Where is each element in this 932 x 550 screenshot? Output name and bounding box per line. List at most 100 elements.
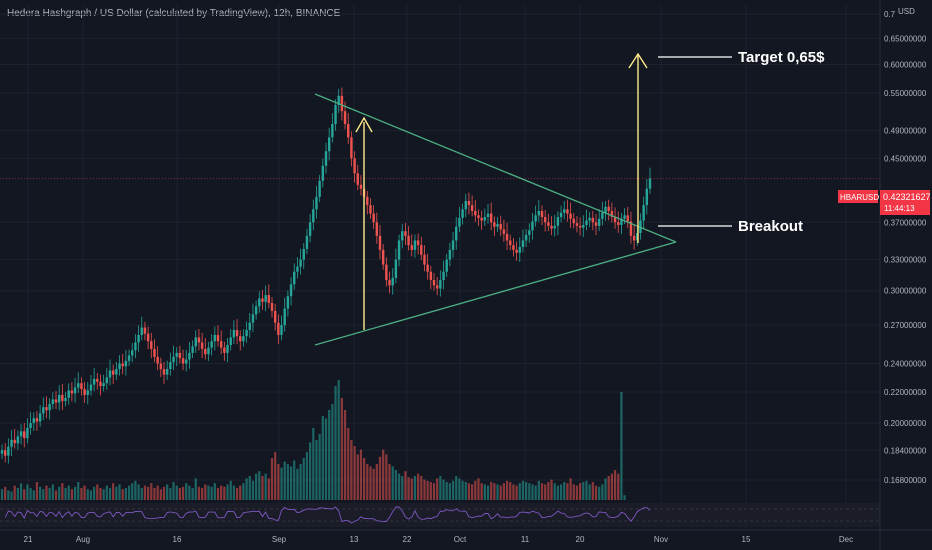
candle-body (477, 215, 480, 218)
target-label: Target 0,65$ (738, 49, 825, 66)
volume-bar (575, 485, 579, 500)
candle-body (559, 212, 563, 218)
volume-bar (175, 485, 178, 500)
volume-bar (121, 489, 124, 500)
volume-bar (32, 490, 35, 500)
candle-body (277, 322, 280, 335)
candle-body (575, 223, 579, 226)
candle-body (366, 196, 369, 206)
volume-bar (382, 449, 385, 500)
candle-body (77, 383, 80, 388)
x-tick-label: 13 (350, 535, 359, 544)
candle-body (140, 327, 143, 335)
candle-body (372, 213, 375, 223)
volume-bar (283, 461, 286, 500)
price-badge-value: 0.42321627 (883, 192, 931, 202)
candle-body (308, 222, 312, 236)
volume-bar (309, 442, 312, 500)
volume-bar (277, 464, 280, 500)
volume-bar (334, 386, 337, 500)
candle-body (280, 325, 283, 335)
volume-bar (80, 488, 83, 500)
volume-bar (124, 488, 127, 500)
candle-body (435, 285, 439, 289)
candle-body (200, 342, 204, 349)
volume-bar (432, 483, 436, 500)
candle-body (388, 280, 391, 286)
volume-bar (248, 476, 251, 500)
volume-bar (131, 483, 134, 500)
volume-bar (502, 483, 505, 500)
candle-body (121, 363, 124, 367)
candle-body (416, 240, 420, 246)
volume-bar (93, 486, 96, 500)
volume-bar (108, 488, 112, 500)
candle-body (19, 431, 23, 437)
volume-bar (324, 418, 328, 500)
candle-body (648, 178, 652, 189)
candle-body (185, 359, 188, 364)
y-tick-label: 0.18400000 (884, 446, 927, 455)
volume-bar (483, 484, 486, 500)
volume-bar (366, 464, 369, 500)
candle-body (458, 217, 461, 227)
candle-body (375, 222, 379, 236)
volume-bar (613, 470, 617, 500)
candle-body (10, 439, 13, 447)
candle-body (397, 240, 401, 260)
candle-body (537, 211, 541, 216)
price-badge-countdown: 11:44:13 (884, 204, 915, 213)
volume-bar (350, 440, 353, 500)
volume-bar (73, 486, 77, 500)
candle-body (102, 383, 105, 387)
y-tick-label: 0.37000000 (884, 218, 927, 227)
candle-body (258, 298, 261, 307)
volume-bar (448, 483, 451, 500)
candle-body (378, 235, 382, 250)
volume-bar (407, 477, 410, 500)
candle-body (547, 222, 550, 226)
triangle-upper-line (314, 93, 677, 243)
candle-body (273, 310, 277, 323)
candle-body (96, 378, 99, 382)
volume-bar (607, 476, 610, 500)
y-tick-label: 0.49000000 (884, 127, 927, 136)
candle-body (261, 298, 264, 302)
volume-bar (140, 488, 143, 500)
x-tick-label: 20 (576, 535, 585, 544)
x-tick-label: 11 (521, 535, 530, 544)
candle-body (327, 137, 331, 152)
candle-body (32, 418, 35, 424)
candle-body (455, 226, 458, 241)
candle-body (350, 137, 353, 159)
candle-body (48, 404, 51, 411)
volume-bar (267, 478, 270, 500)
volume-bar (458, 478, 461, 500)
candle-body (553, 225, 556, 229)
volume-bar (61, 483, 64, 500)
volume-bar (19, 483, 23, 500)
candle-body (381, 249, 385, 265)
volume-bar (455, 476, 458, 500)
volume-bar (566, 483, 569, 500)
volume-bar (13, 485, 16, 500)
volume-bar (210, 486, 213, 500)
candle-body (54, 399, 58, 403)
candle-body (607, 206, 610, 212)
candle-body (521, 240, 525, 248)
candle-body (83, 389, 86, 395)
candle-body (99, 381, 102, 387)
volume-bar (512, 484, 515, 500)
candle-body (178, 352, 182, 359)
x-tick-label: Dec (839, 535, 853, 544)
volume-bar (426, 480, 429, 500)
volume-bar (39, 486, 42, 500)
volume-bar (77, 482, 80, 500)
volume-bar (486, 485, 490, 500)
volume-bar (296, 468, 299, 500)
volume-bar (302, 458, 305, 500)
candle-body (0, 450, 4, 454)
